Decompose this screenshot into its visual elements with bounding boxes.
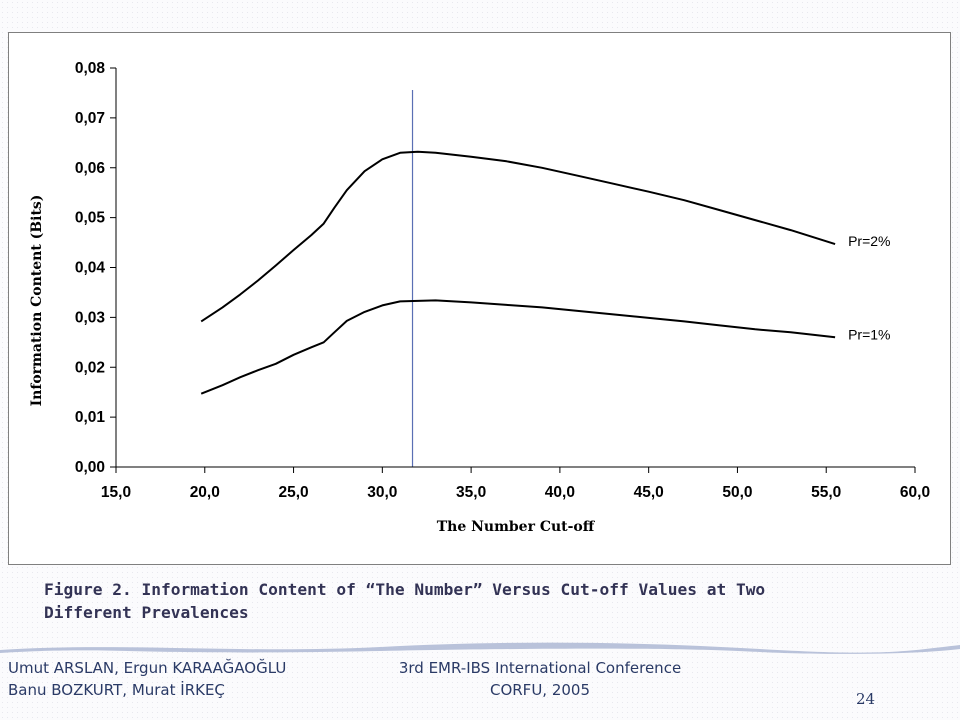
x-tick-label: 45,0: [634, 484, 664, 501]
conference-line-2: CORFU, 2005: [489, 681, 591, 699]
footer-wave-decoration: [0, 642, 960, 654]
x-tick-label: 15,0: [101, 484, 131, 501]
y-tick-label: 0,02: [75, 359, 105, 376]
y-tick-label: 0,05: [75, 210, 106, 227]
y-tick-label: 0,08: [75, 60, 106, 77]
caption-line-2: Different Prevalences: [44, 603, 249, 622]
figure-caption: Figure 2. Information Content of “The Nu…: [44, 578, 924, 624]
y-axis-label: Information Content (Bits): [29, 195, 45, 407]
y-tick-label: 0,01: [75, 409, 106, 426]
authors-line-2: Banu BOZKURT, Murat İRKEÇ: [8, 681, 225, 699]
chart-svg: 15,0 20,0 25,0 30,0 35,0 40,0 45,0 50,0 55,0 60,0…: [29, 60, 930, 535]
x-axis-label: The Number Cut-off: [437, 519, 596, 535]
series-label: Pr=2%: [848, 233, 890, 249]
x-axis-ticks: 15,0 20,0 25,0 30,0 35,0 40,0 45,0 50,0 55,0 60,0: [101, 467, 930, 501]
x-tick-label: 35,0: [456, 484, 486, 501]
x-tick-label: 25,0: [278, 484, 308, 501]
x-tick-label: 40,0: [545, 484, 575, 501]
y-tick-label: 0,00: [75, 459, 105, 476]
x-tick-label: 30,0: [367, 484, 397, 501]
x-tick-label: 60,0: [900, 484, 930, 501]
y-axis-ticks: 0,00 0,01 0,02 0,03 0,04 0,05 0,06 0,07 0,08: [75, 60, 116, 476]
series-line: [200, 150, 836, 323]
conference-block: 3rd EMR-IBS International Conference COR…: [340, 657, 740, 701]
y-tick-label: 0,04: [75, 260, 106, 277]
authors-line-1: Umut ARSLAN, Ergun KARAAĞAOĞLU: [8, 659, 287, 677]
y-tick-label: 0,03: [75, 309, 106, 326]
page-number: 24: [856, 690, 876, 708]
y-tick-label: 0,06: [75, 160, 106, 177]
conference-line-1: 3rd EMR-IBS International Conference: [398, 659, 682, 677]
caption-line-1: Figure 2. Information Content of “The Nu…: [44, 580, 766, 599]
x-tick-label: 20,0: [190, 484, 220, 501]
wave-shape: [0, 642, 960, 654]
series-group: Pr=2% Pr=1%: [200, 150, 891, 395]
x-tick-label: 50,0: [722, 484, 752, 501]
series-label: Pr=1%: [848, 326, 890, 342]
series-line: [200, 299, 836, 395]
y-tick-label: 0,07: [75, 110, 105, 127]
authors-block: Umut ARSLAN, Ergun KARAAĞAOĞLU Banu BOZK…: [8, 657, 286, 701]
chart-frame: 15,0 20,0 25,0 30,0 35,0 40,0 45,0 50,0 55,0 60,0…: [8, 32, 951, 565]
x-tick-label: 55,0: [811, 484, 841, 501]
